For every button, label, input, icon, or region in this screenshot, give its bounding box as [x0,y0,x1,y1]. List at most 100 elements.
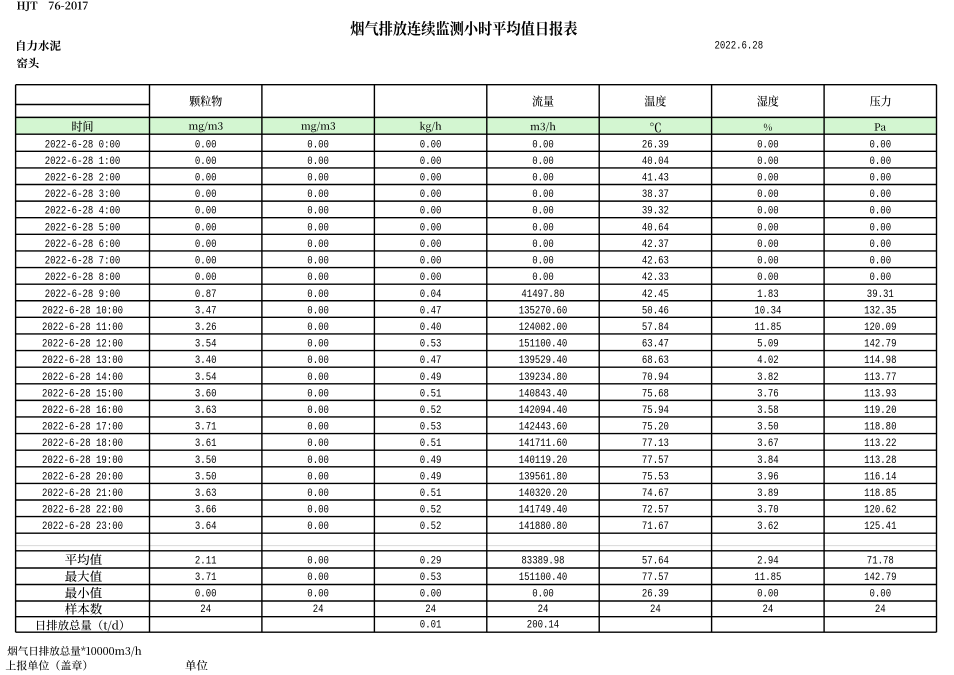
svg-text:0.00: 0.00 [757,256,779,268]
svg-text:3.54: 3.54 [195,339,217,351]
svg-text:4.02: 4.02 [757,355,779,367]
svg-text:3.40: 3.40 [195,355,217,367]
svg-text:114.98: 114.98 [864,355,896,367]
svg-text:77.13: 77.13 [642,438,669,450]
svg-text:3.64: 3.64 [195,521,217,533]
svg-text:3.50: 3.50 [195,455,217,467]
svg-text:0.49: 0.49 [420,471,442,483]
svg-text:40.04: 40.04 [642,156,669,168]
svg-text:151100.40: 151100.40 [519,339,568,351]
svg-text:0.00: 0.00 [307,256,329,268]
svg-text:2022-6-28 16:00: 2022-6-28 16:00 [42,405,123,417]
svg-text:3.63: 3.63 [195,405,217,417]
svg-text:3.66: 3.66 [195,505,217,517]
svg-text:2022-6-28 23:00: 2022-6-28 23:00 [42,521,123,533]
svg-text:0.00: 0.00 [307,488,329,500]
svg-text:2022.6.28: 2022.6.28 [715,41,764,53]
svg-text:0.00: 0.00 [195,156,217,168]
svg-text:0.87: 0.87 [195,289,217,301]
svg-text:26.39: 26.39 [642,139,669,151]
svg-text:0.00: 0.00 [195,239,217,251]
svg-text:24: 24 [650,604,661,616]
svg-text:2022-6-28 1:00: 2022-6-28 1:00 [45,156,121,168]
svg-text:38.37: 38.37 [642,189,669,201]
svg-text:0.00: 0.00 [307,206,329,218]
svg-text:0.00: 0.00 [420,189,442,201]
svg-text:0.00: 0.00 [195,256,217,268]
svg-text:0.00: 0.00 [307,455,329,467]
svg-text:0.49: 0.49 [420,455,442,467]
svg-text:151100.40: 151100.40 [519,572,568,584]
svg-text:11.85: 11.85 [754,572,781,584]
svg-text:42.33: 42.33 [642,272,669,284]
svg-text:0.00: 0.00 [532,272,554,284]
svg-text:0.00: 0.00 [307,239,329,251]
svg-text:3.96: 3.96 [757,471,779,483]
svg-text:0.53: 0.53 [420,422,442,434]
svg-text:77.57: 77.57 [642,572,669,584]
svg-text:113.93: 113.93 [864,388,896,400]
svg-text:0.00: 0.00 [870,239,892,251]
svg-text:3.62: 3.62 [757,521,779,533]
svg-text:0.00: 0.00 [532,589,554,601]
svg-text:24: 24 [313,604,324,616]
svg-text:0.52: 0.52 [420,505,442,517]
svg-text:3.61: 3.61 [195,438,217,450]
svg-text:41497.80: 41497.80 [521,289,564,301]
svg-text:72.57: 72.57 [642,505,669,517]
svg-text:0.00: 0.00 [307,505,329,517]
svg-text:0.01: 0.01 [420,620,442,632]
svg-text:0.00: 0.00 [195,206,217,218]
svg-text:2022-6-28 8:00: 2022-6-28 8:00 [45,272,121,284]
svg-text:75.20: 75.20 [642,422,669,434]
svg-text:2022-6-28 14:00: 2022-6-28 14:00 [42,372,123,384]
svg-text:3.58: 3.58 [757,405,779,417]
svg-text:0.00: 0.00 [307,173,329,185]
svg-text:0.52: 0.52 [420,521,442,533]
svg-text:42.45: 42.45 [642,289,669,301]
svg-text:0.00: 0.00 [532,206,554,218]
svg-text:119.20: 119.20 [864,405,896,417]
svg-text:2022-6-28 0:00: 2022-6-28 0:00 [45,139,121,151]
svg-text:2022-6-28 3:00: 2022-6-28 3:00 [45,189,121,201]
svg-text:2022-6-28 22:00: 2022-6-28 22:00 [42,505,123,517]
svg-text:0.00: 0.00 [307,405,329,417]
svg-text:0.04: 0.04 [420,289,442,301]
svg-text:40.64: 40.64 [642,222,669,234]
svg-text:0.00: 0.00 [870,589,892,601]
svg-text:50.46: 50.46 [642,305,669,317]
svg-text:2022-6-28 11:00: 2022-6-28 11:00 [42,322,123,334]
svg-text:10.34: 10.34 [754,305,781,317]
svg-text:3.63: 3.63 [195,488,217,500]
svg-text:0.00: 0.00 [307,289,329,301]
svg-text:2022-6-28 13:00: 2022-6-28 13:00 [42,355,123,367]
svg-text:141711.60: 141711.60 [519,438,568,450]
svg-text:57.84: 57.84 [642,322,669,334]
svg-text:0.00: 0.00 [420,206,442,218]
svg-text:140320.20: 140320.20 [519,488,568,500]
svg-text:0.00: 0.00 [195,189,217,201]
svg-text:0.00: 0.00 [757,222,779,234]
svg-text:0.00: 0.00 [420,256,442,268]
svg-text:0.00: 0.00 [757,239,779,251]
svg-text:0.00: 0.00 [757,589,779,601]
svg-text:0.00: 0.00 [307,372,329,384]
svg-text:3.84: 3.84 [757,455,779,467]
svg-text:0.00: 0.00 [307,572,329,584]
svg-text:0.00: 0.00 [307,139,329,151]
svg-text:24: 24 [200,604,211,616]
svg-text:0.00: 0.00 [757,173,779,185]
svg-text:3.89: 3.89 [757,488,779,500]
svg-text:135270.60: 135270.60 [519,305,568,317]
svg-text:0.00: 0.00 [420,222,442,234]
svg-text:139234.80: 139234.80 [519,372,568,384]
svg-text:2022-6-28 2:00: 2022-6-28 2:00 [45,173,121,185]
svg-text:39.31: 39.31 [867,289,894,301]
svg-text:71.78: 71.78 [867,556,894,568]
svg-text:0.52: 0.52 [420,405,442,417]
svg-text:0.49: 0.49 [420,372,442,384]
svg-text:3.71: 3.71 [195,422,217,434]
svg-text:0.00: 0.00 [532,222,554,234]
svg-text:0.00: 0.00 [307,272,329,284]
svg-text:0.51: 0.51 [420,488,442,500]
